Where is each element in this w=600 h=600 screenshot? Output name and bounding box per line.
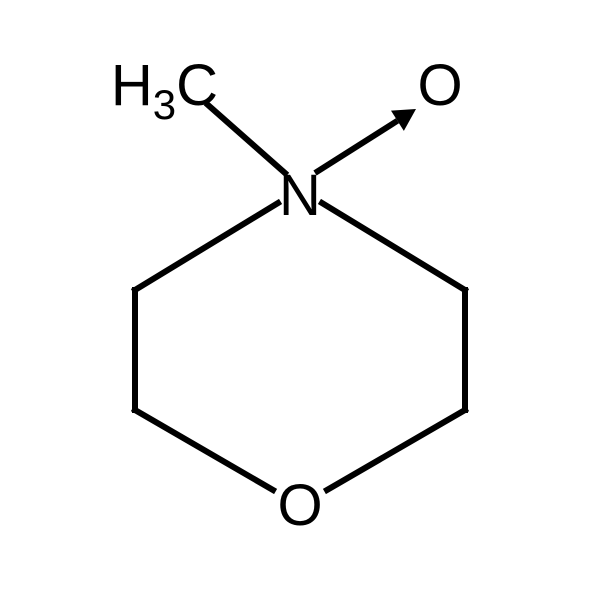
bond-line [135, 410, 273, 490]
bond-arrow-shaft [315, 121, 397, 173]
atom-label-h3c: H3C [111, 53, 218, 128]
atom-label-o: O [277, 473, 322, 538]
atom-label-n: N [279, 163, 321, 228]
bond-line [135, 203, 278, 290]
bond-line [208, 105, 285, 173]
bond-line [327, 410, 465, 490]
chemical-structure-diagram: N O O H3C [0, 0, 600, 600]
atom-label-o: O [417, 53, 462, 118]
bond-line [322, 203, 465, 290]
atoms-group: N O O H3C [111, 53, 463, 538]
